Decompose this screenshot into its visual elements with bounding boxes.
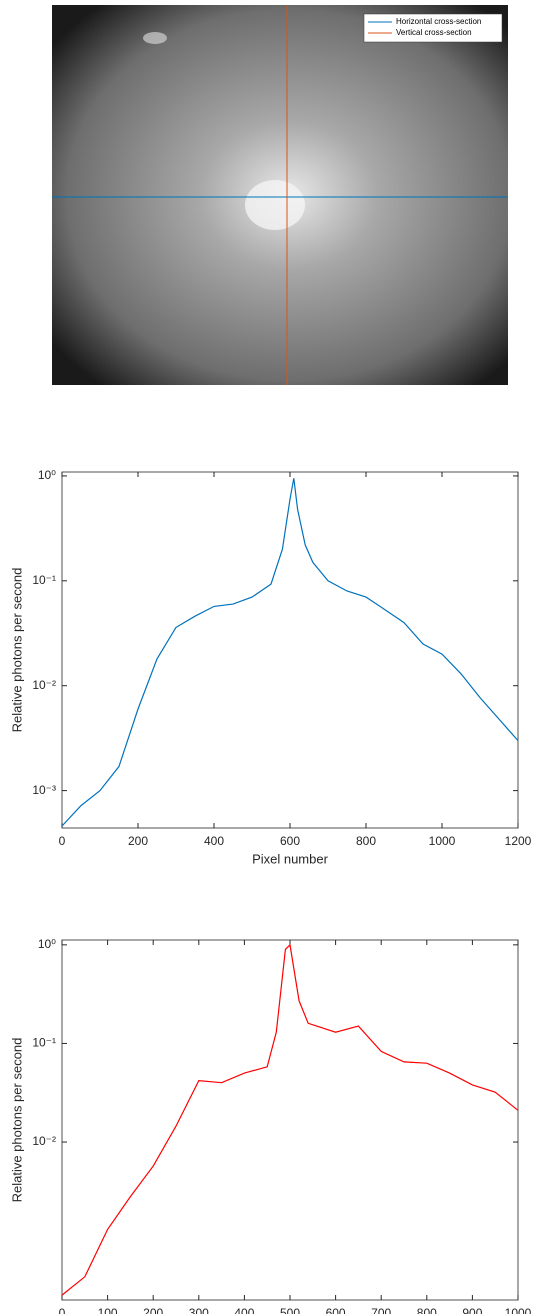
x-tick-label: 1200	[505, 834, 532, 848]
x-tick-label: 1000	[505, 1306, 532, 1314]
legend-label: Horizontal cross-section	[396, 17, 481, 26]
y-tick-label: 10⁰	[38, 937, 56, 951]
plot-area	[61, 471, 519, 829]
y-tick-label: 10⁻²	[32, 1134, 56, 1148]
data-line	[61, 943, 519, 1296]
bright-spot	[245, 180, 305, 230]
x-tick-label: 100	[98, 1306, 118, 1314]
y-axis-label: Relative photons per second	[9, 568, 24, 733]
x-axis-label: Pixel number	[252, 851, 329, 866]
y-tick-label: 10⁰	[38, 468, 56, 482]
x-tick-label: 800	[417, 1306, 437, 1314]
y-axis-label: Relative photons per second	[9, 1038, 24, 1203]
data-line	[61, 478, 519, 827]
plot-area	[61, 939, 519, 1301]
x-tick-label: 0	[59, 834, 66, 848]
x-tick-label: 500	[280, 1306, 300, 1314]
y-tick-label: 10⁻²	[32, 678, 56, 692]
x-tick-label: 400	[234, 1306, 254, 1314]
legend-label: Vertical cross-section	[396, 28, 472, 37]
x-tick-label: 600	[280, 834, 300, 848]
x-tick-label: 200	[128, 834, 148, 848]
legend	[363, 13, 503, 43]
y-tick-label: 10⁻¹	[32, 1036, 56, 1050]
x-tick-label: 1000	[429, 834, 456, 848]
y-tick-label: 10⁻¹	[32, 573, 56, 587]
camera-image	[52, 5, 508, 385]
x-tick-label: 700	[371, 1306, 391, 1314]
x-tick-label: 900	[462, 1306, 482, 1314]
bright-spot	[143, 32, 167, 44]
x-tick-label: 200	[143, 1306, 163, 1314]
x-tick-label: 400	[204, 834, 224, 848]
x-tick-label: 0	[59, 1306, 66, 1314]
x-tick-label: 800	[356, 834, 376, 848]
x-tick-label: 600	[326, 1306, 346, 1314]
x-tick-label: 300	[189, 1306, 209, 1314]
y-tick-label: 10⁻³	[32, 783, 56, 797]
